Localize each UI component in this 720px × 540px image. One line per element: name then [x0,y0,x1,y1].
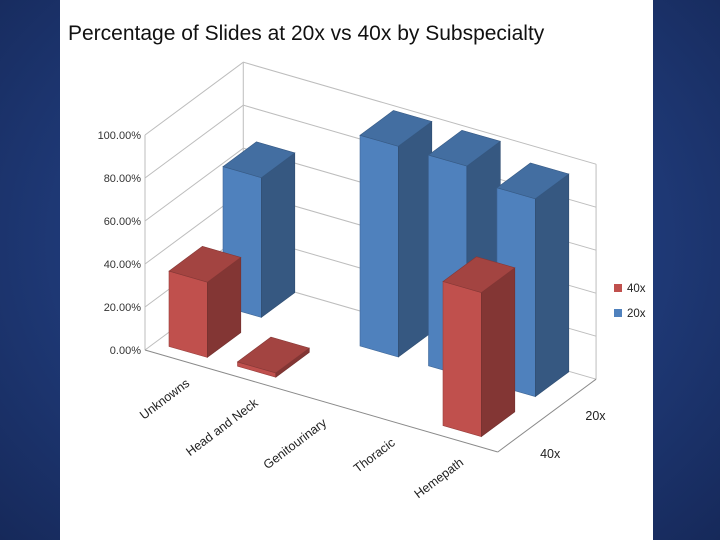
depth-labels: 20x 40x [540,409,606,461]
bars [168,110,570,438]
category-label: Thoracic [351,435,398,475]
y-tick-label: 100.00% [98,130,142,142]
legend: 40x 20x [614,283,646,320]
legend-label-20x: 20x [627,308,646,320]
category-label: Hemepath [412,455,467,501]
floor-edge [497,378,597,453]
y-tick-label: 80.00% [104,173,142,185]
y-tick-label: 60.00% [104,216,142,228]
bar-40x [236,336,310,378]
bar-40x [442,256,516,438]
depth-label: 40x [540,447,561,461]
y-tick-label: 40.00% [104,259,142,271]
chart-title: Percentage of Slides at 20x vs 40x by Su… [68,22,545,45]
legend-swatch-40x [614,284,622,292]
legend-swatch-20x [614,309,622,317]
legend-label-40x: 40x [627,283,646,295]
category-label: Genitourinary [261,415,330,472]
bar-20x [359,110,433,358]
depth-label: 20x [585,409,606,423]
y-tick-label: 0.00% [110,345,141,357]
y-axis-ticks: 0.00% 20.00% 40.00% 60.00% 80.00% 100.00% [98,130,142,357]
y-tick-label: 20.00% [104,302,142,314]
bar-40x [168,245,242,358]
category-label: Head and Neck [183,395,261,458]
floor-edge [144,349,498,453]
category-label: Unknowns [137,376,192,422]
